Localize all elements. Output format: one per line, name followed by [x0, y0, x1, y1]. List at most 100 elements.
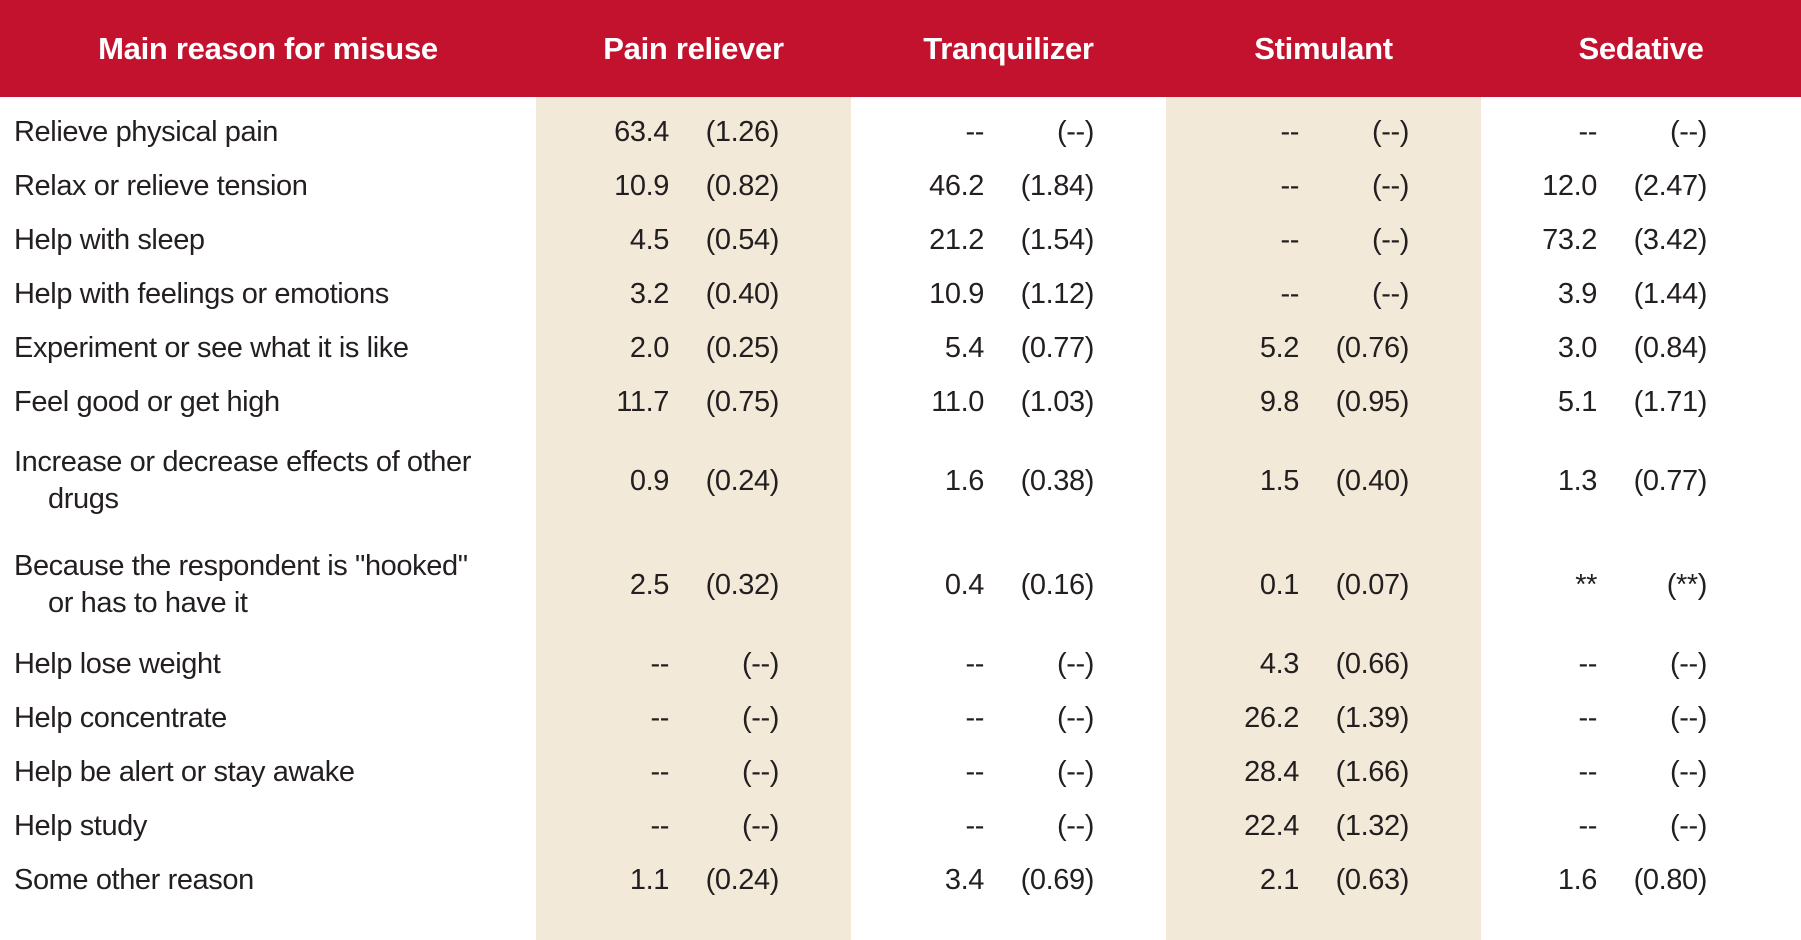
cell-stimulant: 26.2 (1.39)	[1166, 702, 1481, 735]
estimate-value: 3.4	[944, 863, 985, 896]
cell-sedative: ** (**)	[1481, 569, 1801, 602]
row-label-text: Some other reason	[14, 863, 254, 896]
column-header-pain-reliever: Pain reliever	[603, 30, 784, 66]
column-header-tranquilizer: Tranquilizer	[923, 30, 1094, 66]
estimate-value: --	[965, 115, 984, 148]
standard-error-value: (--)	[1371, 223, 1409, 256]
cell-stimulant: 28.4 (1.66)	[1166, 756, 1481, 789]
standard-error-value: (1.84)	[1020, 169, 1095, 202]
cell-stimulant: 4.3 (0.66)	[1166, 648, 1481, 681]
standard-error-value: (0.40)	[1335, 464, 1410, 497]
cell-pain-reliever: 2.0 (0.25)	[536, 332, 851, 365]
row-label-text: Relax or relieve tension	[14, 169, 308, 202]
standard-error-value: (0.82)	[705, 169, 780, 202]
table-row: Help study -- (--) -- (--) 22.4 (1.32) -- (--)	[0, 799, 1801, 853]
standard-error-value: (--)	[1371, 277, 1409, 310]
table-row: Help with feelings or emotions 3.2 (0.40) 1…	[0, 267, 1801, 321]
row-label-text: Experiment or see what it is like	[14, 331, 409, 364]
cell-sedative: 3.0 (0.84)	[1481, 332, 1801, 365]
cell-tranquilizer: -- (--)	[851, 116, 1166, 149]
standard-error-value: (--)	[1669, 647, 1707, 680]
estimate-value: --	[1578, 115, 1597, 148]
standard-error-value: (3.42)	[1633, 223, 1708, 256]
cell-tranquilizer: 0.4 (0.16)	[851, 569, 1166, 602]
cell-stimulant: 22.4 (1.32)	[1166, 810, 1481, 843]
standard-error-value: (--)	[1056, 755, 1094, 788]
cell-stimulant: -- (--)	[1166, 278, 1481, 311]
estimate-value: 63.4	[614, 115, 669, 148]
standard-error-value: (--)	[1056, 809, 1094, 842]
row-label: Relax or relieve tension	[0, 168, 536, 205]
row-label: Help concentrate	[0, 700, 536, 737]
table-row: Because the respondent is "hooked" or has…	[0, 533, 1801, 637]
cell-pain-reliever: -- (--)	[536, 810, 851, 843]
estimate-value: --	[650, 647, 669, 680]
row-label: Help with feelings or emotions	[0, 276, 536, 313]
row-label: Help be alert or stay awake	[0, 754, 536, 791]
row-label-text: Help be alert or stay awake	[14, 755, 355, 788]
cell-tranquilizer: 11.0 (1.03)	[851, 386, 1166, 419]
row-label-text: Because the respondent is "hooked"	[14, 550, 468, 582]
standard-error-value: (--)	[741, 647, 779, 680]
standard-error-value: (0.63)	[1335, 863, 1410, 896]
estimate-value: --	[1578, 647, 1597, 680]
standard-error-value: (--)	[1371, 115, 1409, 148]
column-header-stimulant: Stimulant	[1254, 30, 1393, 66]
standard-error-value: (0.84)	[1633, 331, 1708, 364]
standard-error-value: (0.66)	[1335, 647, 1410, 680]
estimate-value: 1.3	[1557, 464, 1598, 497]
table-row: Help lose weight -- (--) -- (--) 4.3 (0.66) -- (…	[0, 637, 1801, 691]
estimate-value: 22.4	[1244, 809, 1299, 842]
standard-error-value: (--)	[1371, 169, 1409, 202]
estimate-value: 5.2	[1259, 331, 1300, 364]
row-label: Relieve physical pain	[0, 114, 536, 151]
standard-error-value: (1.26)	[705, 115, 780, 148]
cell-sedative: -- (--)	[1481, 756, 1801, 789]
cell-pain-reliever: 1.1 (0.24)	[536, 864, 851, 897]
cell-tranquilizer: -- (--)	[851, 648, 1166, 681]
cell-stimulant: 2.1 (0.63)	[1166, 864, 1481, 897]
cell-tranquilizer: 46.2 (1.84)	[851, 170, 1166, 203]
standard-error-value: (0.32)	[705, 568, 780, 601]
cell-tranquilizer: -- (--)	[851, 810, 1166, 843]
row-label-text: Help with feelings or emotions	[14, 277, 389, 310]
row-label-text: Help study	[14, 809, 148, 842]
estimate-value: 1.6	[944, 464, 985, 497]
estimate-value: --	[1280, 223, 1299, 256]
standard-error-value: (0.07)	[1335, 568, 1410, 601]
cell-pain-reliever: 0.9 (0.24)	[536, 465, 851, 498]
cell-sedative: 1.3 (0.77)	[1481, 465, 1801, 498]
estimate-value: **	[1575, 568, 1597, 601]
row-label: Help lose weight	[0, 646, 536, 683]
standard-error-value: (0.16)	[1020, 568, 1095, 601]
column-header-main-reason: Main reason for misuse	[98, 30, 438, 66]
row-label-text: Help lose weight	[14, 647, 221, 680]
standard-error-value: (1.32)	[1335, 809, 1410, 842]
estimate-value: 0.4	[944, 568, 985, 601]
table-row: Relieve physical pain 63.4 (1.26) -- (--) -- (…	[0, 105, 1801, 159]
standard-error-value: (--)	[1669, 809, 1707, 842]
cell-pain-reliever: 3.2 (0.40)	[536, 278, 851, 311]
estimate-value: 4.3	[1259, 647, 1300, 680]
standard-error-value: (0.38)	[1020, 464, 1095, 497]
row-label-text: Help concentrate	[14, 701, 227, 734]
estimate-value: 2.0	[629, 331, 670, 364]
cell-stimulant: -- (--)	[1166, 116, 1481, 149]
shaded-column-pain-reliever	[536, 97, 851, 940]
cell-sedative: 5.1 (1.71)	[1481, 386, 1801, 419]
standard-error-value: (0.54)	[705, 223, 780, 256]
standard-error-value: (--)	[741, 701, 779, 734]
estimate-value: 1.1	[629, 863, 670, 896]
row-label-text: or has to have it	[48, 587, 248, 619]
row-label-text: Relieve physical pain	[14, 115, 279, 148]
table-row: Help concentrate -- (--) -- (--) 26.2 (1.39) --…	[0, 691, 1801, 745]
table-row: Help be alert or stay awake -- (--) -- (--) 2…	[0, 745, 1801, 799]
estimate-value: --	[1280, 115, 1299, 148]
estimate-value: 1.6	[1557, 863, 1598, 896]
row-label: Increase or decrease effects of other dru…	[0, 444, 536, 518]
cell-stimulant: 1.5 (0.40)	[1166, 465, 1481, 498]
estimate-value: 73.2	[1542, 223, 1597, 256]
estimate-value: 46.2	[929, 169, 984, 202]
cell-pain-reliever: -- (--)	[536, 702, 851, 735]
estimate-value: 5.1	[1557, 385, 1598, 418]
